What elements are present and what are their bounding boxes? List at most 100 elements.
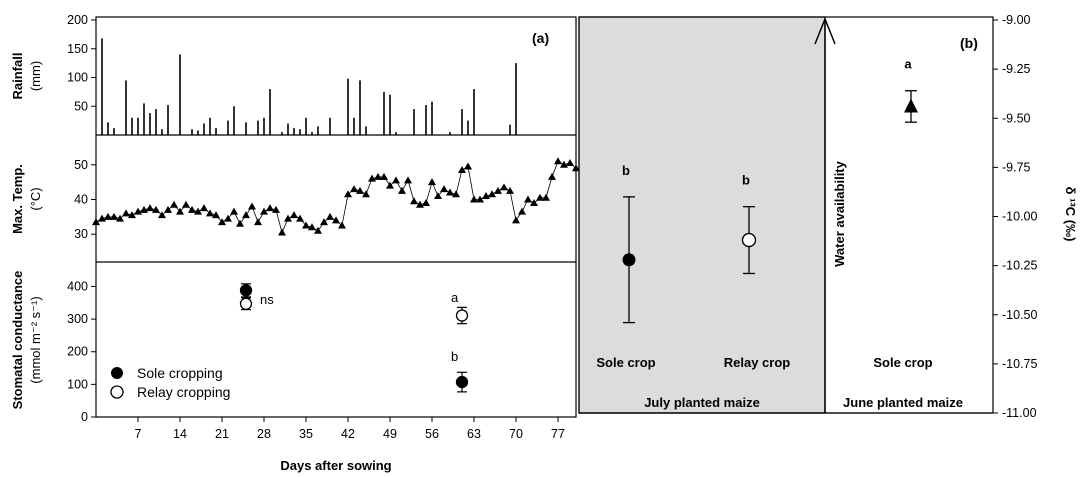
d13c-y-tick-label: -9.75	[1002, 160, 1031, 174]
temperature-point	[518, 207, 526, 215]
temperature-point	[542, 193, 550, 201]
temperature-point	[554, 157, 562, 165]
july-shaded-region	[578, 16, 826, 414]
temperature-point	[116, 214, 124, 222]
conductance-x-axis: 7 14 21 28 35 42 49 56 63 70 77	[135, 417, 565, 441]
temperature-point	[194, 207, 202, 215]
temperature-point	[206, 209, 214, 217]
temperature-point	[536, 193, 544, 201]
temperature-point	[320, 218, 328, 226]
conductance-point-sole	[239, 284, 253, 297]
arrow-label: Water availability	[832, 160, 847, 266]
d13c-y-tick-label: -9.25	[1002, 62, 1031, 76]
legend: Sole cropping Relay cropping	[110, 365, 230, 400]
annotation-b: b	[451, 349, 458, 364]
rainfall-y-label: Rainfall	[10, 53, 25, 100]
temperature-point	[392, 176, 400, 184]
d13c-y-tick-label: -10.25	[1002, 259, 1037, 273]
x-tick-label: 28	[257, 427, 271, 441]
temperature-point	[464, 162, 472, 170]
legend-label-sole: Sole cropping	[137, 365, 223, 381]
temperature-point	[146, 204, 154, 212]
temperature-point	[260, 207, 268, 215]
rainfall-y-axis: 200 150 100 50	[67, 13, 96, 113]
temperature-point	[188, 205, 196, 213]
x-tick-label: 7	[135, 427, 142, 441]
temperature-point	[476, 195, 484, 203]
temperature-point	[98, 214, 106, 222]
x-tick-label: 35	[299, 427, 313, 441]
x-tick-label: 70	[509, 427, 523, 441]
d13c-point-sole-june	[904, 98, 918, 113]
d13c-y-tick-label: -10.00	[1002, 210, 1037, 224]
d13c-significance-letter: a	[904, 57, 912, 72]
legend-marker-sole	[111, 367, 123, 379]
arrow-head	[814, 16, 836, 45]
temperature-point	[446, 188, 454, 196]
temperature-point	[560, 160, 568, 168]
temperature-point	[242, 211, 250, 219]
conductance-subplot: 400 300 200 100 0 7 14 21 28 35 42 49 56 63 70 77 Stom…	[10, 271, 565, 473]
d13c-y-tick-label: -9.00	[1002, 13, 1031, 27]
temperature-point	[506, 186, 514, 194]
temperature-point	[470, 195, 478, 203]
temperature-point	[458, 165, 466, 173]
temperature-point	[278, 228, 286, 236]
temperature-point	[290, 211, 298, 219]
x-tick-label: 77	[551, 427, 565, 441]
x-tick-label: 63	[467, 427, 481, 441]
category-sole-june: Sole crop	[873, 355, 932, 370]
temperature-y-label: Max. Temp.	[10, 164, 25, 234]
temperature-point	[296, 214, 304, 222]
temperature-point	[122, 209, 130, 217]
temperature-point	[224, 214, 232, 222]
temperature-point	[170, 200, 178, 208]
temperature-point	[128, 211, 136, 219]
temperature-point	[488, 190, 496, 198]
temperature-point	[416, 200, 424, 208]
water-availability-arrow: Water availability	[814, 16, 847, 413]
d13c-y-label: δ ¹³C (‰)	[1063, 187, 1078, 242]
temperature-point	[230, 207, 238, 215]
temperature-point	[338, 221, 346, 229]
conductance-point-relay	[455, 309, 469, 322]
x-tick-label: 56	[425, 427, 439, 441]
temperature-point	[566, 159, 574, 167]
rainfall-y-unit: (mm)	[28, 61, 43, 91]
temperature-point	[158, 211, 166, 219]
temperature-point	[452, 190, 460, 198]
d13c-significance-letter: b	[622, 163, 630, 178]
temperature-point	[182, 200, 190, 208]
temperature-line	[92, 157, 580, 236]
legend-marker-relay	[110, 385, 124, 399]
temperature-point	[368, 174, 376, 182]
temperature-point	[380, 172, 388, 180]
temperature-point	[218, 218, 226, 226]
conductance-y-tick-label: 300	[67, 312, 88, 326]
d13c-y-tick-label: -10.50	[1002, 308, 1037, 322]
legend-label-relay: Relay cropping	[137, 384, 230, 400]
temperature-point	[398, 186, 406, 194]
d13c-y-tick-label: -11.00	[1002, 406, 1037, 420]
temperature-point	[494, 186, 502, 194]
temperature-point	[410, 197, 418, 205]
x-tick-label: 42	[341, 427, 355, 441]
temperature-point	[140, 205, 148, 213]
temperature-point	[266, 204, 274, 212]
temperature-point	[92, 218, 100, 226]
category-relay-july: Relay crop	[724, 355, 791, 370]
d13c-y-tick-label: -10.75	[1002, 357, 1037, 371]
temperature-point	[524, 195, 532, 203]
group-july: July planted maize	[644, 395, 760, 410]
temperature-y-axis: 50 40 30	[74, 158, 96, 241]
temperature-point	[308, 223, 316, 231]
temperature-point	[236, 219, 244, 227]
annotation-a: a	[451, 290, 459, 305]
temperature-point	[200, 204, 208, 212]
temperature-point	[314, 226, 322, 234]
panel-a: (a) 200 150 100 50 Rainfall (mm) 50 40 30 Max…	[10, 13, 580, 473]
temperature-point	[374, 172, 382, 180]
temperature-point	[548, 172, 556, 180]
temperature-point	[176, 207, 184, 215]
